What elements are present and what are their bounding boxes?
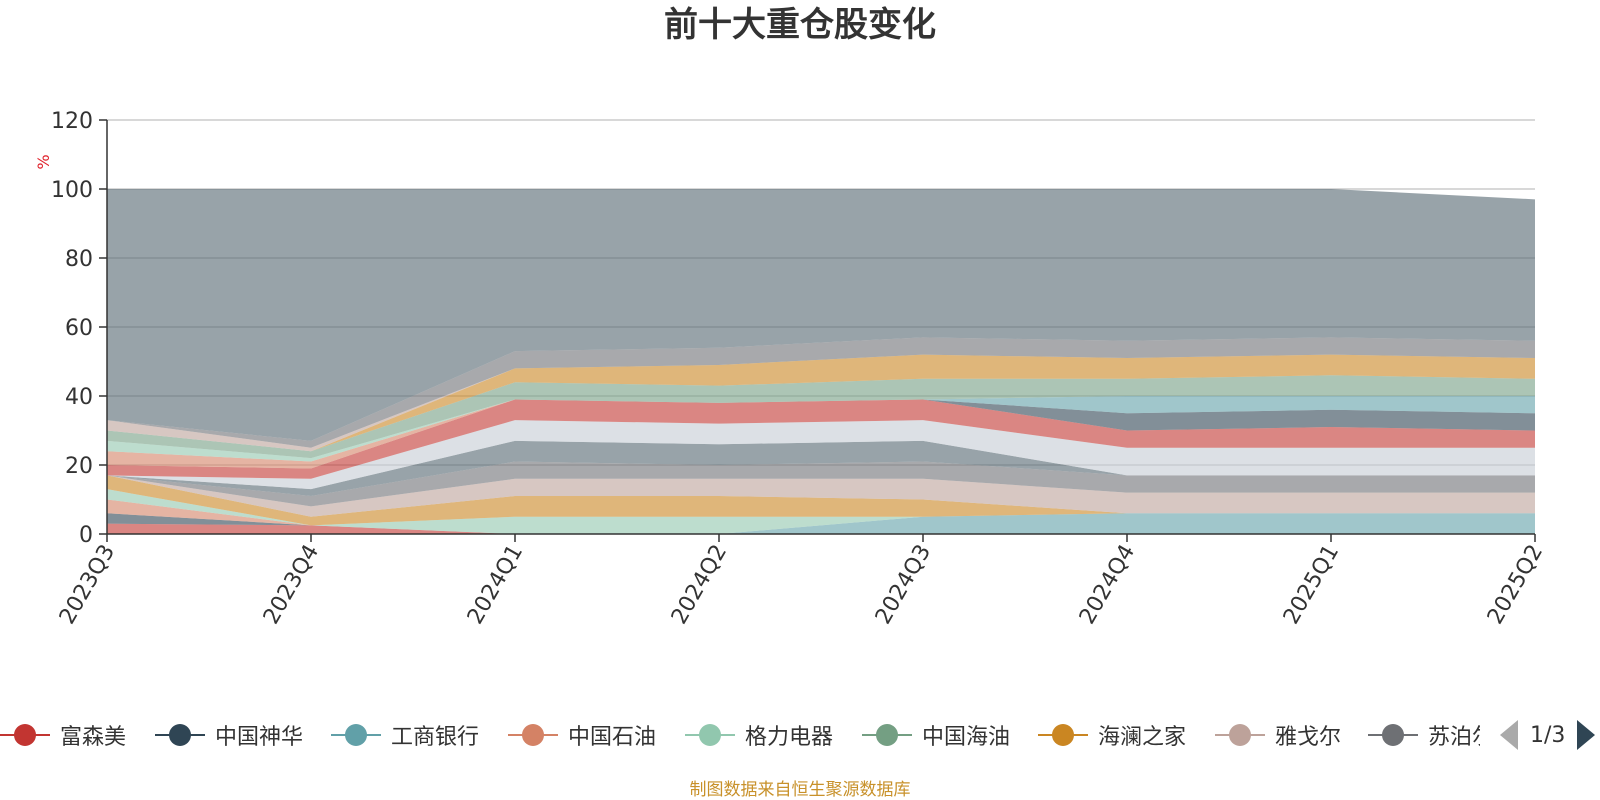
- area-layer-6: [107, 475, 1535, 526]
- legend-item-label: 中国石油: [568, 725, 657, 750]
- x-tick-label: 2024Q2: [667, 541, 732, 629]
- chart-title: 前十大重仓股变化: [664, 5, 936, 45]
- stacked-area-chart: 0 20 40 60 80 100 120 2023Q3 2023Q4 2024Q1 2024Q2 2…: [34, 109, 1548, 629]
- legend-prev-page-button[interactable]: [1500, 720, 1518, 750]
- area-layer-18: [107, 354, 1535, 452]
- legend-marker-icon: [862, 720, 912, 750]
- y-tick-label: 120: [51, 109, 93, 134]
- legend-item-label: 海澜之家: [1098, 725, 1187, 750]
- area-layer-9: [107, 440, 1535, 497]
- legend-item[interactable]: 苏泊尔: [1368, 705, 1480, 765]
- legend-item-label: 工商银行: [391, 725, 480, 750]
- x-tick-label: 2023Q3: [55, 541, 120, 629]
- area-layer-8: [107, 461, 1535, 507]
- legend-item[interactable]: 中国神华: [155, 705, 303, 765]
- legend-marker-icon: [1368, 720, 1418, 750]
- legend-item-label: 苏泊尔: [1428, 725, 1480, 750]
- legend-item[interactable]: 雅戈尔: [1215, 705, 1341, 765]
- x-tick-label: 2025Q1: [1279, 541, 1344, 629]
- x-tick-label: 2024Q4: [1075, 541, 1140, 629]
- area-layer-7: [107, 475, 1535, 517]
- legend-item[interactable]: 中国海油: [862, 705, 1010, 765]
- area-layer-2: [107, 513, 1535, 534]
- legend-marker-icon: [508, 720, 558, 750]
- x-tick-label: 2025Q2: [1483, 541, 1548, 629]
- legend: 富森美 中国神华 工商银行 中国石油 格力电器 中国海油 海澜之家 雅戈尔 苏泊尔: [0, 705, 1480, 765]
- legend-marker-icon: [0, 720, 50, 750]
- area-layer-20: [107, 189, 1535, 441]
- area-layer-10: [107, 420, 1535, 490]
- y-tick-label: 0: [79, 523, 93, 548]
- legend-item-label: 富森美: [60, 725, 127, 750]
- area-series: [107, 189, 1535, 534]
- legend-marker-icon: [331, 720, 381, 750]
- legend-item-label: 中国神华: [215, 725, 304, 750]
- legend-marker-icon: [685, 720, 735, 750]
- legend-pager: 1/3: [1500, 715, 1596, 755]
- area-layer-12: [107, 399, 1535, 469]
- legend-item[interactable]: 富森美: [0, 705, 126, 765]
- area-layer-14: [107, 396, 1535, 469]
- legend-item[interactable]: 海澜之家: [1038, 705, 1186, 765]
- x-tick-label: 2024Q3: [871, 541, 936, 629]
- y-tick-label: 60: [65, 316, 93, 341]
- y-tick-label: 20: [65, 454, 93, 479]
- legend-item[interactable]: 工商银行: [331, 705, 479, 765]
- x-tick-label: 2023Q4: [259, 541, 324, 629]
- area-layer-17: [107, 354, 1535, 452]
- legend-item-label: 中国海油: [922, 725, 1011, 750]
- area-layer-16: [107, 375, 1535, 459]
- x-tick-label: 2024Q1: [463, 541, 528, 629]
- legend-next-page-button[interactable]: [1577, 720, 1596, 750]
- area-layer-4: [107, 489, 1535, 534]
- area-layer-11: [107, 399, 1535, 479]
- y-tick-label: 100: [51, 178, 93, 203]
- legend-item[interactable]: 格力电器: [685, 705, 833, 765]
- area-layer-13: [107, 396, 1535, 469]
- data-source-note: 制图数据来自恒生聚源数据库: [689, 780, 911, 800]
- area-layer-0: [107, 523, 1535, 534]
- legend-marker-icon: [155, 720, 205, 750]
- legend-item-label: 雅戈尔: [1275, 725, 1342, 750]
- legend-item[interactable]: 中国石油: [508, 705, 656, 765]
- legend-marker-icon: [1038, 720, 1088, 750]
- legend-item-label: 格力电器: [745, 725, 834, 750]
- y-tick-label: 80: [65, 247, 93, 272]
- area-layer-19: [107, 337, 1535, 448]
- y-axis-unit-label: %: [34, 154, 53, 169]
- area-layer-15: [107, 396, 1535, 462]
- legend-page-label: 1/3: [1530, 722, 1566, 748]
- y-tick-label: 40: [65, 385, 93, 410]
- legend-marker-icon: [1215, 720, 1265, 750]
